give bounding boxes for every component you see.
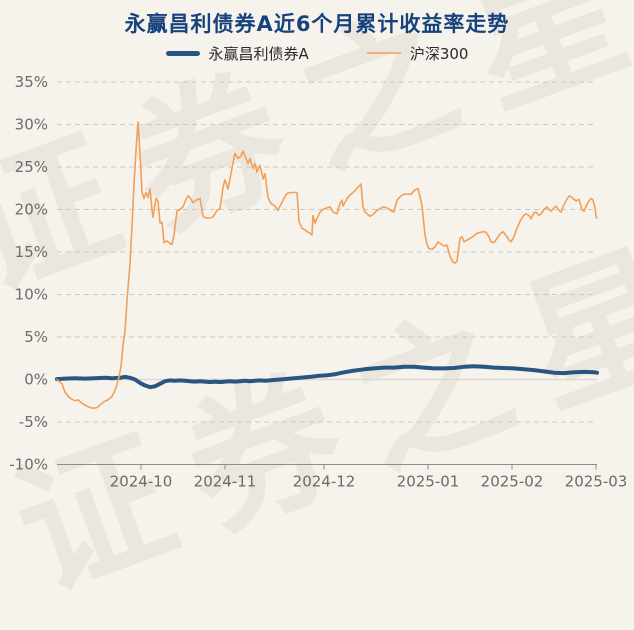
y-axis-label: 10% (15, 286, 48, 304)
x-axis-label: 2025-01 (397, 473, 460, 491)
legend-item-csi300[interactable]: 沪深300 (366, 43, 469, 64)
y-axis-label: 5% (24, 328, 48, 346)
legend-label-csi300: 沪深300 (409, 44, 469, 63)
legend-label-fund: 永赢昌利债券A (208, 44, 309, 63)
y-axis-label: 35% (15, 73, 48, 91)
series-fund-line (55, 364, 599, 390)
csi300-line-swatch-icon (366, 52, 401, 54)
chart-plot: 35% 30% 25% 20% 15% 10% 5% 0% -5% -10% 2024-10 2024… (9, 73, 628, 491)
y-axis-label: 15% (15, 243, 48, 261)
y-axis-label: 0% (24, 371, 48, 389)
y-axis-label: -5% (19, 413, 48, 431)
y-axis-label: -10% (9, 456, 48, 474)
chart-legend: 永赢昌利债券A 沪深300 (0, 43, 634, 64)
x-axis-label: 2025-03 (565, 473, 628, 491)
y-axis-label: 20% (15, 201, 48, 219)
x-axis-label: 2025-02 (481, 473, 544, 491)
series-csi300-line (56, 121, 598, 410)
x-axis-label: 2024-11 (194, 473, 257, 491)
fund-line-swatch-icon (165, 50, 200, 56)
legend-item-fund[interactable]: 永赢昌利债券A (165, 43, 309, 64)
y-axis-label: 30% (15, 116, 48, 134)
x-axis-label: 2024-10 (110, 473, 173, 491)
x-axis-label: 2024-12 (293, 473, 356, 491)
y-axis-label: 25% (15, 158, 48, 176)
chart-title: 永赢昌利债券A近6个月累计收益率走势 (124, 12, 510, 36)
